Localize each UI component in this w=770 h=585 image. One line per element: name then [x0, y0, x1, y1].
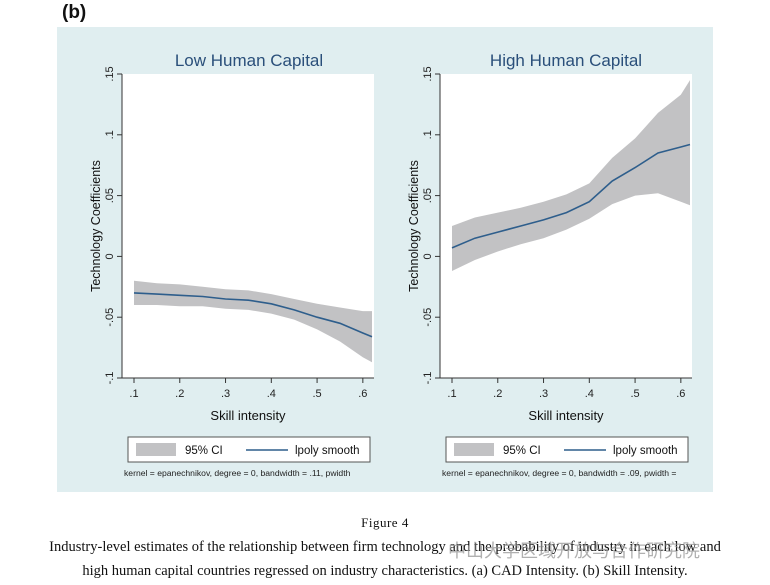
y-axis-label: Technology Coefficients: [407, 160, 421, 292]
y-tick-label: .1: [422, 130, 434, 139]
legend-line-label: lpoly smooth: [613, 445, 678, 457]
lpoly-line: [451, 143, 691, 249]
x-tick-label: .5: [312, 388, 321, 400]
kernel-note: kernel = epanechnikov, degree = 0, bandw…: [442, 468, 676, 478]
x-tick-label: .6: [358, 388, 367, 400]
y-tick-label: -.05: [422, 308, 434, 327]
y-tick-label: .05: [422, 188, 434, 203]
chart-title: Low Human Capital: [175, 51, 323, 70]
figure-label: Figure 4: [361, 515, 409, 530]
x-tick-label: .4: [267, 388, 276, 400]
x-tick-label: .6: [676, 388, 685, 400]
chart-title: High Human Capital: [490, 51, 642, 70]
x-tick-label: .2: [175, 388, 184, 400]
legend-line-label: lpoly smooth: [295, 445, 360, 457]
y-tick-label: .1: [104, 130, 116, 139]
x-tick-label: .2: [493, 388, 502, 400]
x-tick-label: .4: [585, 388, 594, 400]
y-tick-label: -.05: [104, 308, 116, 327]
caption-line-2: high human capital countries regressed o…: [82, 563, 688, 579]
y-tick-label: -.1: [104, 372, 116, 385]
watermark: 中山大学区域开放与合作研究院: [448, 541, 700, 562]
panel-label: (b): [62, 2, 87, 23]
y-tick-label: -.1: [422, 372, 434, 385]
y-tick-label: .05: [104, 188, 116, 203]
y-axis-label: Technology Coefficients: [89, 160, 103, 292]
caption-line-1: Industry-level estimates of the relation…: [49, 539, 721, 555]
legend-ci-swatch: [454, 443, 494, 456]
charts-svg: Low Human Capital -.1 -.05 0 .05 .1 .15 Technol…: [89, 51, 692, 478]
ci-band: [452, 80, 690, 271]
x-axis-label: Skill intensity: [210, 408, 286, 423]
legend-ci-label: 95% CI: [185, 445, 223, 457]
x-tick-label: .1: [447, 388, 456, 400]
legend-ci-swatch: [136, 443, 176, 456]
x-tick-label: .5: [630, 388, 639, 400]
y-tick-label: .15: [104, 66, 116, 81]
x-tick-label: .3: [221, 388, 230, 400]
legend-ci-label: 95% CI: [503, 445, 541, 457]
x-axis-label: Skill intensity: [528, 408, 604, 423]
x-tick-label: .3: [539, 388, 548, 400]
y-tick-label: .15: [422, 66, 434, 81]
ci-band: [134, 280, 372, 363]
lpoly-line: [133, 292, 373, 338]
y-tick-label: 0: [104, 253, 116, 259]
y-tick-label: 0: [422, 253, 434, 259]
kernel-note: kernel = epanechnikov, degree = 0, bandw…: [124, 468, 351, 478]
x-tick-label: .1: [129, 388, 138, 400]
